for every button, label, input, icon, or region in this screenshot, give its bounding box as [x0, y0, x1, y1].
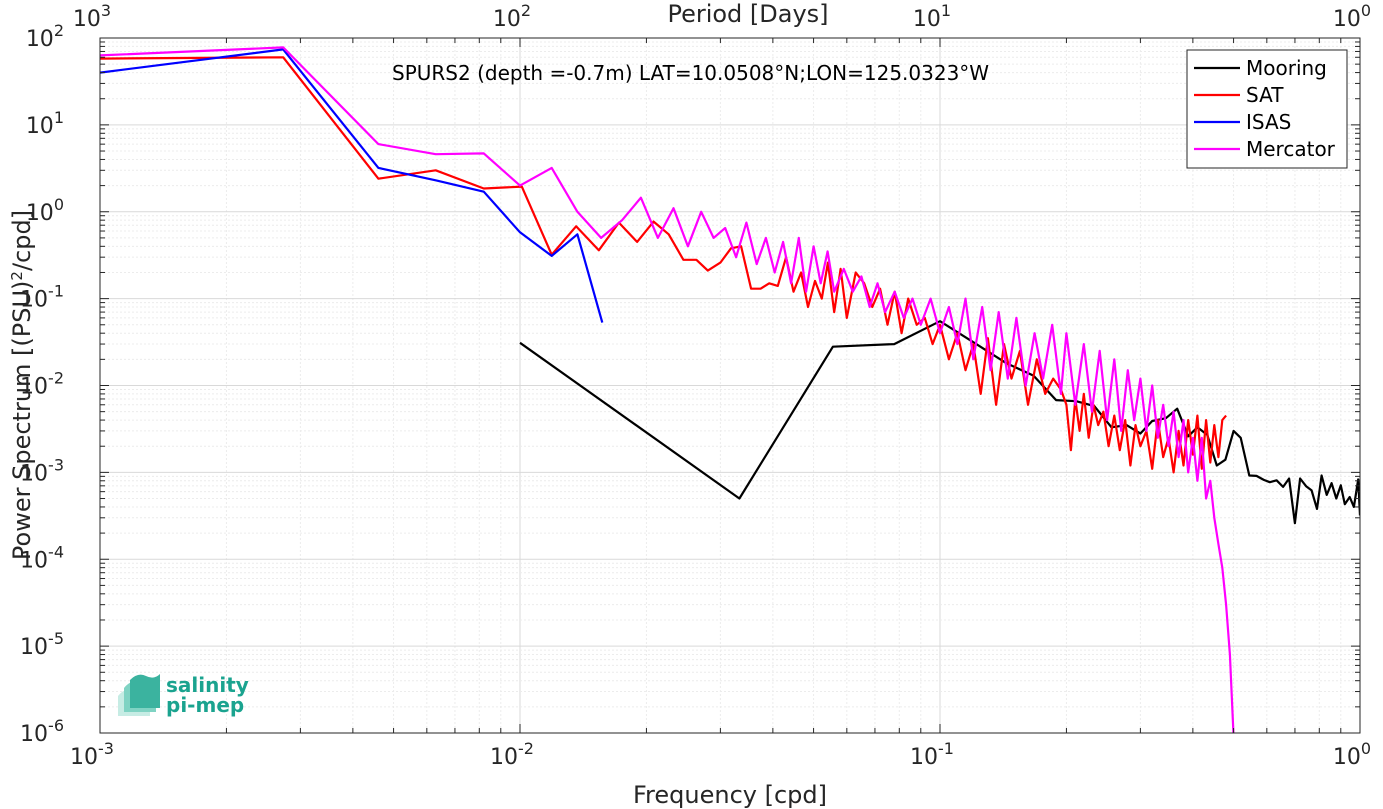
top-tick-label-exp: 1 — [941, 1, 951, 20]
y-tick-label-exp: -3 — [48, 455, 64, 474]
top-tick-label-exp: 2 — [521, 1, 531, 20]
y-tick-label-base: 10 — [20, 375, 48, 400]
x-tick-label-base: 10 — [1333, 745, 1361, 770]
y-tick-label-exp: -5 — [48, 629, 64, 648]
y-tick-label-exp: 2 — [54, 21, 64, 40]
top-tick-label-base: 10 — [73, 7, 101, 32]
x-tick-label-exp: -2 — [518, 739, 534, 758]
x-tick-label: 10-1 — [910, 739, 954, 770]
y-tick-label-base: 10 — [20, 288, 48, 313]
legend-items: Mooring SAT ISAS Mercator — [1194, 56, 1336, 161]
y-tick-label: 10-2 — [20, 369, 64, 400]
y-axis-label-main: Power Spectrum [(PSU) — [8, 281, 36, 560]
top-tick-label: 102 — [493, 1, 531, 32]
y-tick-label-exp: -1 — [48, 282, 64, 301]
series-layer — [100, 46, 1360, 733]
top-tick-label-exp: 3 — [101, 1, 111, 20]
x-tick-label-exp: -3 — [98, 739, 114, 758]
series-line-mercator — [100, 46, 1235, 733]
ticks — [99, 38, 1360, 734]
y-tick-label: 10-3 — [20, 455, 64, 486]
y-tick-label-base: 10 — [26, 27, 54, 52]
top-tick-label-exp: 0 — [1361, 1, 1371, 20]
y-tick-label: 10-1 — [20, 282, 64, 313]
y-tick-label-exp: -2 — [48, 369, 64, 388]
legend-label-sat: SAT — [1246, 83, 1284, 107]
y-axis-label: Power Spectrum [(PSU)2/cpd] — [8, 210, 36, 560]
top-tick-label: 100 — [1333, 1, 1371, 32]
y-tick-label-base: 10 — [20, 461, 48, 486]
x-tick-label: 10-2 — [490, 739, 534, 770]
y-tick-label: 102 — [26, 21, 64, 52]
top-tick-label: 103 — [73, 1, 111, 32]
legend-label-mercator: Mercator — [1246, 137, 1336, 161]
legend-label-isas: ISAS — [1246, 110, 1291, 134]
x-tick-label: 10-3 — [70, 739, 114, 770]
top-tick-label-base: 10 — [913, 7, 941, 32]
logo-text-line2: pi-mep — [166, 693, 244, 717]
y-tick-label-exp: 1 — [54, 108, 64, 127]
top-axis-label: Period [Days] — [667, 0, 828, 28]
series-line-sat — [100, 56, 1227, 474]
y-tick-label-exp: -6 — [48, 716, 64, 735]
logo-waves-icon — [118, 674, 160, 716]
x-tick-label-base: 10 — [490, 745, 518, 770]
y-tick-label: 10-4 — [20, 542, 64, 573]
logo-text-line1: salinity — [166, 673, 249, 697]
legend-label-mooring: Mooring — [1246, 56, 1327, 80]
x-tick-label-exp: -1 — [938, 739, 954, 758]
chart-annotation: SPURS2 (depth =-0.7m) LAT=10.0508°N;LON=… — [392, 61, 989, 85]
y-tick-label-base: 10 — [26, 201, 54, 226]
y-tick-label-base: 10 — [20, 548, 48, 573]
x-axis-label: Frequency [cpd] — [633, 781, 827, 809]
y-tick-label-base: 10 — [20, 722, 48, 747]
y-tick-label: 10-6 — [20, 716, 64, 747]
y-tick-label: 10-5 — [20, 629, 64, 660]
y-tick-label-exp: -4 — [48, 542, 64, 561]
x-tick-label-exp: 0 — [1361, 739, 1371, 758]
y-tick-label: 100 — [26, 195, 64, 226]
y-tick-label-exp: 0 — [54, 195, 64, 214]
top-tick-label-base: 10 — [493, 7, 521, 32]
y-tick-label: 101 — [26, 108, 64, 139]
series-line-isas — [100, 48, 604, 323]
x-tick-label-base: 10 — [70, 745, 98, 770]
salinity-pimep-logo: salinity pi-mep — [118, 673, 249, 717]
x-tick-label-base: 10 — [910, 745, 938, 770]
y-axis-label-suffix: /cpd] — [8, 210, 36, 271]
y-axis-label-sup: 2 — [8, 271, 26, 281]
top-tick-label-base: 10 — [1333, 7, 1361, 32]
legend: Mooring SAT ISAS Mercator — [1186, 49, 1348, 169]
y-tick-label-base: 10 — [20, 635, 48, 660]
y-tick-label-base: 10 — [26, 114, 54, 139]
x-tick-label: 100 — [1333, 739, 1371, 770]
top-tick-label: 101 — [913, 1, 951, 32]
